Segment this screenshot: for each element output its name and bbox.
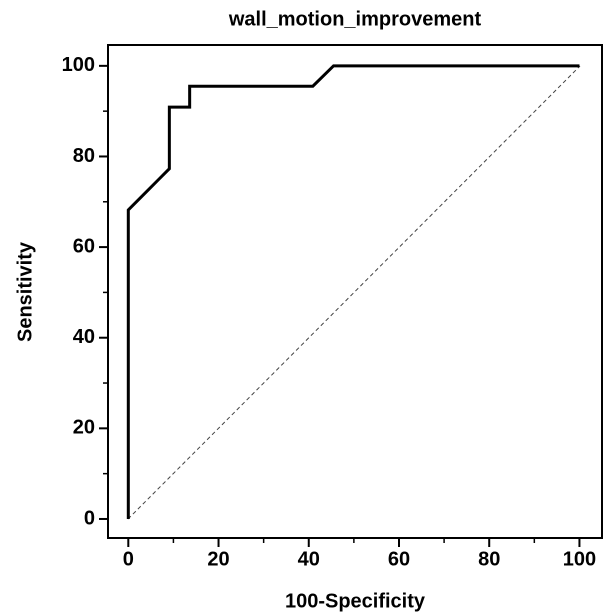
y-tick-label: 0 [84, 507, 95, 529]
x-tick-label: 20 [207, 548, 229, 570]
chart-title: wall_motion_improvement [228, 8, 482, 30]
x-tick-label: 80 [478, 548, 500, 570]
y-tick-label: 100 [62, 54, 95, 76]
roc-curve [126, 64, 580, 519]
x-tick-label: 60 [388, 548, 410, 570]
plot-frame [107, 44, 603, 539]
y-tick-label: 20 [73, 417, 95, 439]
reference-diagonal [127, 65, 581, 520]
x-axis-label: 100-Specificity [285, 590, 426, 612]
x-tick-label: 0 [123, 548, 134, 570]
y-axis-label: Sensitivity [14, 241, 36, 342]
x-tick-label: 40 [298, 548, 320, 570]
y-tick-label: 60 [73, 235, 95, 257]
y-tick-label: 80 [73, 145, 95, 167]
x-tick-label: 100 [563, 548, 596, 570]
y-tick-label: 40 [73, 326, 95, 348]
